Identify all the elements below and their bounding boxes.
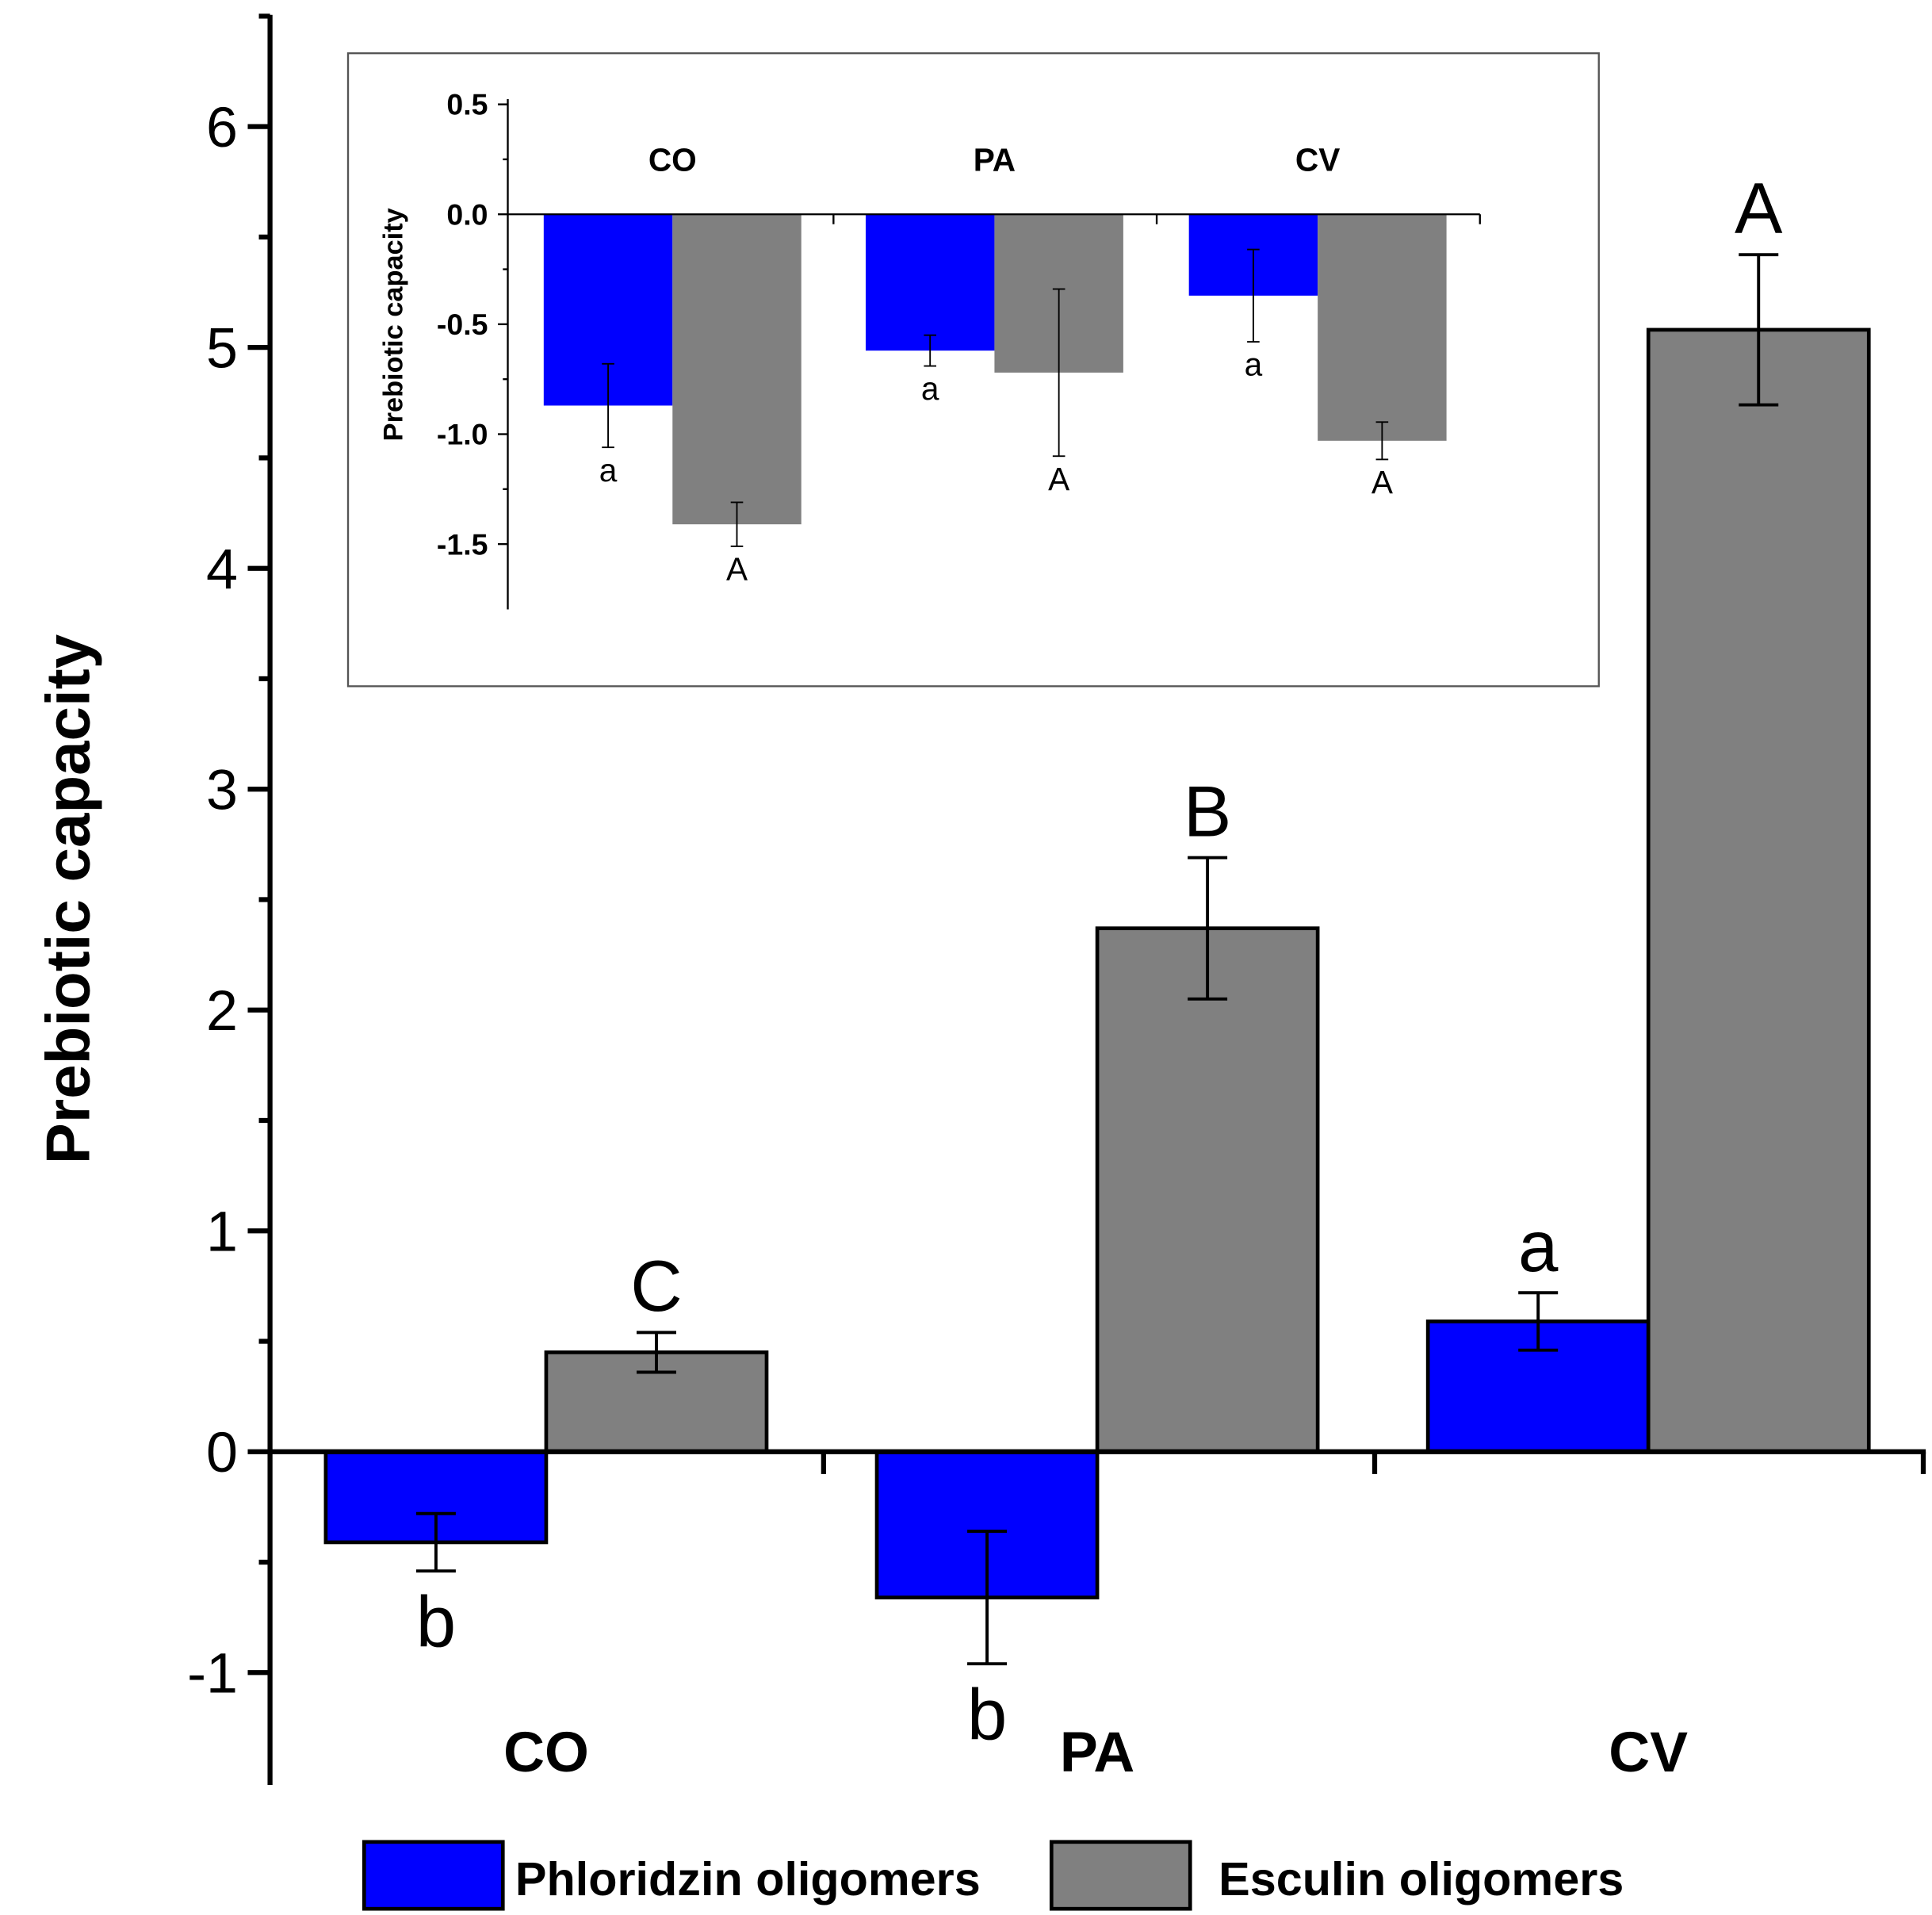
x-tick-label-pa: PA bbox=[1060, 1721, 1134, 1784]
inset-plot: a A CO a A PA a A CV -1.5 -1.0 -0.5 0.0 0.5 Prebiotic … bbox=[346, 52, 1600, 687]
legend-label-esculin: Esculin oligomers bbox=[1218, 1852, 1624, 1905]
y-tick-label: 3 bbox=[206, 758, 238, 822]
significance-letter: B bbox=[1184, 772, 1231, 852]
significance-letter: A bbox=[1735, 169, 1783, 249]
y-tick-label: -1 bbox=[187, 1641, 238, 1705]
x-tick-label-cv: CV bbox=[1609, 1721, 1688, 1784]
bar-pa-esculin bbox=[1095, 926, 1320, 1454]
y-tick-label: 0.0 bbox=[446, 197, 488, 231]
legend-swatch-phloridzin bbox=[362, 1840, 505, 1911]
bar-pa-phloridzin bbox=[865, 214, 995, 351]
significance-letter: A bbox=[1048, 461, 1069, 497]
bar-cv-esculin bbox=[1646, 327, 1871, 1454]
y-tick-label: 6 bbox=[206, 96, 238, 159]
x-tick-label-pa: PA bbox=[974, 142, 1016, 178]
main-plot: b C CO b B PA a A CV -1 0 1 2 3 4 5 6 Prebiotic capacity bbox=[33, 13, 1926, 1785]
y-tick-label: -1.5 bbox=[437, 527, 488, 561]
significance-letter: A bbox=[726, 551, 748, 588]
y-axis-title: Prebiotic capacity bbox=[33, 634, 103, 1164]
significance-letter: b bbox=[967, 1675, 1007, 1755]
bar-co-esculin bbox=[672, 214, 801, 525]
legend-label-phloridzin: Phloridzin oligomers bbox=[515, 1852, 981, 1905]
significance-letter: a bbox=[599, 452, 618, 488]
y-tick-label: -0.5 bbox=[437, 308, 488, 341]
significance-letter: C bbox=[630, 1247, 682, 1327]
x-tick-label-cv: CV bbox=[1295, 142, 1340, 178]
significance-letter: b bbox=[416, 1582, 456, 1662]
x-tick-label-co: CO bbox=[503, 1721, 589, 1784]
significance-letter: A bbox=[1372, 464, 1393, 500]
significance-letter: a bbox=[921, 370, 939, 407]
y-tick-label: 1 bbox=[206, 1200, 238, 1263]
significance-letter: a bbox=[1518, 1207, 1559, 1287]
y-tick-label: 0 bbox=[206, 1421, 238, 1484]
y-tick-label: 5 bbox=[206, 316, 238, 380]
legend-swatch-esculin bbox=[1049, 1840, 1192, 1911]
y-tick-label: 2 bbox=[206, 979, 238, 1043]
y-tick-label: 4 bbox=[206, 538, 238, 601]
y-tick-label: 0.5 bbox=[446, 88, 488, 121]
x-tick-label-co: CO bbox=[648, 142, 697, 178]
significance-letter: a bbox=[1245, 347, 1263, 383]
y-axis-title: Prebiotic capacity bbox=[379, 208, 409, 441]
bar-cv-esculin bbox=[1318, 214, 1447, 441]
legend: Phloridzin oligomers Esculin oligomers bbox=[362, 1840, 1624, 1911]
y-tick-label: -1.0 bbox=[437, 418, 488, 451]
